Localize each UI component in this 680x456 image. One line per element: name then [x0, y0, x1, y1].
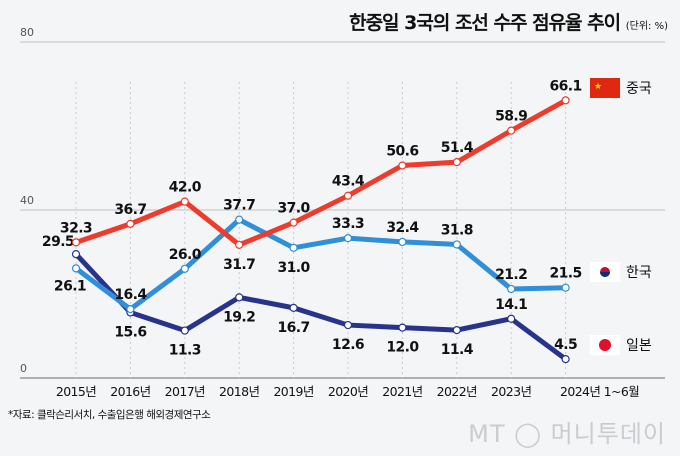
data-label: 31.0 — [278, 260, 311, 276]
unit-label: (단위: %) — [625, 21, 668, 32]
data-label: 32.3 — [60, 220, 92, 236]
data-point — [452, 240, 461, 249]
chart-title: 한중일 3국의 조선 수주 점유율 추이 (단위: %) — [349, 8, 668, 35]
data-point — [180, 264, 189, 273]
logo: MT ◯ 머니투데이 — [468, 420, 666, 448]
title-text: 한중일 3국의 조선 수주 점유율 추이 — [349, 12, 621, 34]
data-label: 21.5 — [550, 266, 582, 282]
data-label: 4.5 — [554, 337, 577, 353]
data-point — [343, 320, 353, 330]
data-label: 11.3 — [169, 343, 201, 359]
data-label: 51.4 — [441, 140, 474, 156]
data-label: 58.9 — [495, 109, 527, 125]
japan-flag-sun — [599, 339, 611, 351]
data-label: 36.7 — [114, 202, 146, 218]
data-label: 66.1 — [550, 78, 582, 94]
data-point — [561, 96, 570, 105]
data-point — [398, 237, 407, 247]
data-point — [235, 293, 244, 302]
legend-label: 일본 — [626, 338, 652, 354]
data-point — [507, 126, 516, 135]
x-tick-label: 2015년 — [56, 384, 96, 399]
legend-label: 중국 — [626, 81, 652, 97]
data-label: 32.4 — [386, 220, 419, 236]
y-tick-label: 80 — [20, 26, 34, 39]
data-label: 31.8 — [441, 222, 473, 238]
data-point — [289, 218, 298, 227]
data-label: 12.0 — [386, 340, 419, 356]
data-label: 15.6 — [114, 324, 146, 340]
x-tick-label: 2022년 — [437, 384, 477, 399]
data-label: 31.7 — [223, 257, 255, 273]
series-line-일본 — [74, 252, 568, 362]
data-point — [235, 215, 244, 224]
data-point — [71, 250, 81, 259]
data-point — [126, 305, 135, 314]
data-label: 26.0 — [169, 247, 202, 263]
series-line-한국 — [74, 216, 566, 313]
data-point — [452, 158, 461, 167]
data-label: 14.1 — [495, 297, 527, 313]
x-tick-label: 2016년 — [110, 384, 150, 399]
data-point — [343, 191, 353, 200]
data-label: 43.4 — [332, 174, 365, 190]
data-point — [507, 284, 516, 294]
data-point — [126, 219, 135, 228]
data-point — [398, 323, 407, 332]
china-flag-star: ★ — [594, 82, 602, 92]
data-label: 19.2 — [223, 309, 255, 325]
data-label: 37.7 — [223, 198, 255, 214]
data-point — [398, 161, 407, 170]
data-label: 50.6 — [386, 143, 418, 159]
x-tick-label: 2019년 — [273, 384, 313, 399]
y-tick-label: 40 — [20, 194, 34, 207]
data-point — [180, 197, 189, 206]
series-line-중국 — [75, 98, 567, 248]
korea-flag-taegeuk-blue — [600, 272, 610, 277]
x-tick-label: 2024년 1~6월 — [560, 384, 639, 399]
data-point — [71, 264, 81, 273]
data-label: 12.6 — [332, 337, 364, 353]
data-label: 29.5 — [42, 234, 74, 250]
source-note: *자료: 클락슨리서치, 수출입은행 해외경제연구소 — [8, 409, 211, 421]
legend-label: 한국 — [626, 265, 652, 281]
data-point — [235, 240, 244, 249]
x-tick-label: 2021년 — [382, 384, 422, 399]
data-label: 33.3 — [332, 216, 364, 232]
data-point — [452, 326, 461, 335]
data-point — [289, 303, 298, 312]
data-label: 26.1 — [54, 278, 86, 294]
data-label: 11.4 — [441, 342, 474, 358]
x-tick-label: 2020년 — [328, 384, 368, 399]
data-point — [561, 355, 570, 364]
x-tick-label: 2017년 — [165, 384, 205, 399]
data-label: 37.0 — [278, 201, 311, 217]
data-point — [289, 243, 298, 252]
x-tick-label: 2023년 — [491, 384, 531, 399]
data-label: 16.7 — [278, 320, 310, 336]
china-flag-icon — [590, 78, 620, 98]
data-point — [180, 326, 189, 335]
x-tick-label: 2018년 — [219, 384, 259, 399]
data-point — [507, 314, 516, 323]
data-label: 16.4 — [114, 287, 147, 303]
data-label: 21.2 — [495, 267, 527, 283]
data-point — [71, 238, 81, 247]
data-point — [561, 283, 570, 292]
data-label: 42.0 — [169, 180, 202, 196]
y-tick-label: 0 — [20, 362, 27, 375]
data-point — [343, 234, 353, 243]
